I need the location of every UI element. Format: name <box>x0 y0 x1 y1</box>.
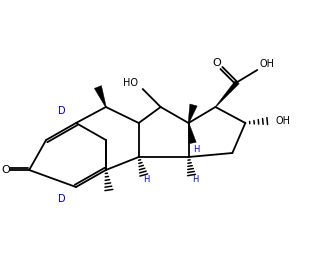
Text: O: O <box>212 58 221 68</box>
Text: D: D <box>58 194 66 204</box>
Text: H: H <box>143 175 150 183</box>
Polygon shape <box>95 86 106 107</box>
Text: OH: OH <box>276 116 291 126</box>
Text: D: D <box>58 106 66 116</box>
Text: OH: OH <box>260 59 275 69</box>
Polygon shape <box>215 80 239 107</box>
Text: HO: HO <box>123 78 138 88</box>
Text: H: H <box>193 145 200 153</box>
Polygon shape <box>188 104 197 123</box>
Text: O: O <box>1 165 10 175</box>
Polygon shape <box>188 123 196 144</box>
Text: H: H <box>192 175 199 183</box>
